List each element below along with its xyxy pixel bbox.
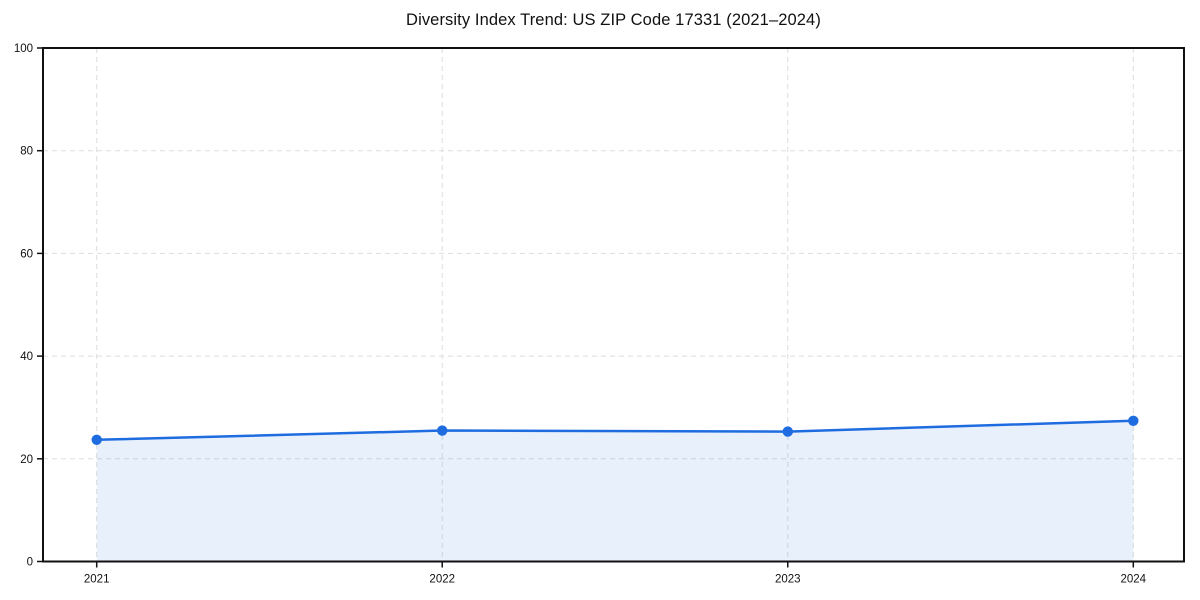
x-tick-label: 2024 <box>1121 574 1147 586</box>
y-tick-label: 100 <box>14 43 33 55</box>
chart-title: Diversity Index Trend: US ZIP Code 17331… <box>406 11 821 29</box>
x-axis-labels: 2021 2022 2023 2024 <box>84 574 1147 586</box>
area-fill <box>96 420 1134 562</box>
x-tick-label: 2022 <box>429 574 455 586</box>
y-tick-label: 60 <box>20 248 33 260</box>
data-point <box>91 434 102 446</box>
axis-ticks <box>37 47 1135 568</box>
area-polygon <box>96 420 1134 562</box>
y-tick-label: 20 <box>20 454 33 466</box>
plot-border <box>42 47 1185 563</box>
data-point <box>782 426 793 437</box>
plot-border-rect <box>42 47 1185 563</box>
y-tick-label: 80 <box>20 146 33 158</box>
line-series <box>95 419 1135 442</box>
y-axis-labels: 0 20 40 60 80 100 <box>14 43 33 569</box>
y-tick-label: 0 <box>27 557 33 569</box>
y-tick-label: 40 <box>20 351 33 363</box>
data-point <box>437 425 448 436</box>
data-point <box>1128 415 1139 427</box>
x-tick-label: 2023 <box>775 574 801 586</box>
trend-line <box>95 419 1135 442</box>
data-points <box>91 415 1139 446</box>
x-tick-label: 2021 <box>84 574 110 586</box>
